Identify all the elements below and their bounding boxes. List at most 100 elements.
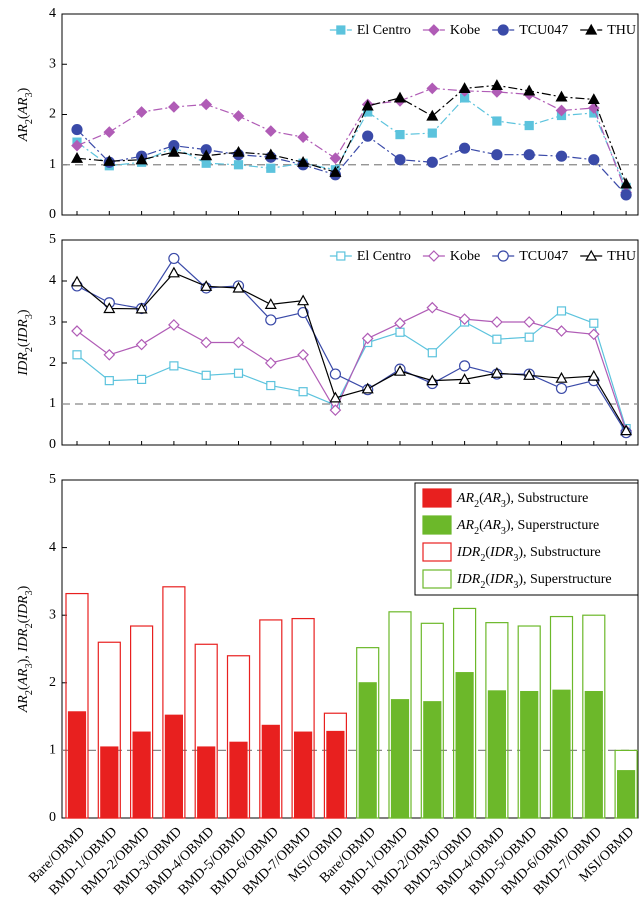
- marker: [266, 380, 276, 391]
- legend-box: [414, 482, 639, 596]
- marker: [232, 281, 245, 293]
- marker: [297, 348, 309, 361]
- series-line: [76, 272, 627, 431]
- marker: [232, 110, 245, 122]
- bar: [487, 690, 506, 819]
- marker: [491, 316, 503, 328]
- series-line: [76, 84, 627, 185]
- marker: [71, 139, 83, 152]
- y-tick-label: 0: [49, 437, 56, 452]
- legend: El Centro Kobe TCU047 THU: [329, 249, 636, 264]
- legend: El Centro Kobe TCU047 THU: [329, 23, 636, 38]
- y-tick-label: 4: [49, 540, 56, 555]
- plot-frame: [61, 239, 639, 446]
- marker: [491, 149, 503, 161]
- marker: [329, 404, 342, 416]
- marker: [168, 252, 180, 265]
- marker: [72, 350, 82, 360]
- marker: [394, 317, 406, 330]
- marker: [103, 348, 116, 361]
- plot-frame: [61, 479, 639, 819]
- marker: [555, 150, 568, 162]
- marker: [264, 298, 277, 309]
- marker: [426, 374, 439, 386]
- bar: [616, 770, 636, 819]
- marker: [492, 334, 502, 344]
- bar: [455, 672, 474, 819]
- marker: [523, 84, 536, 96]
- legend-label: Kobe: [450, 249, 480, 264]
- marker: [556, 306, 567, 316]
- marker: [458, 313, 471, 325]
- legend-label: TCU047: [519, 249, 568, 264]
- marker: [137, 374, 147, 384]
- marker: [167, 145, 180, 157]
- y-tick-label: 1: [49, 743, 56, 758]
- marker: [459, 360, 471, 372]
- y-tick-label: 5: [49, 232, 56, 247]
- marker: [588, 154, 600, 166]
- bar: [326, 730, 345, 819]
- marker: [524, 120, 534, 131]
- marker: [169, 361, 179, 371]
- marker: [587, 369, 600, 381]
- y-tick-label: 3: [49, 607, 56, 622]
- y-tick-label: 3: [49, 56, 56, 71]
- marker: [524, 332, 534, 342]
- marker: [587, 102, 600, 114]
- marker: [232, 145, 245, 157]
- marker: [361, 99, 374, 111]
- bar: [358, 682, 377, 819]
- marker: [264, 148, 277, 160]
- marker: [555, 371, 568, 383]
- bar: [390, 699, 410, 819]
- legend-label: AR2(AR3), Substructure: [456, 491, 588, 510]
- bar: [261, 724, 280, 819]
- marker: [297, 294, 310, 306]
- marker: [490, 79, 503, 90]
- marker: [589, 318, 599, 328]
- marker: [329, 166, 342, 177]
- legend-marker: [497, 250, 509, 262]
- marker: [135, 302, 148, 314]
- marker: [200, 280, 213, 291]
- marker: [361, 382, 374, 394]
- series-line: [76, 310, 627, 429]
- marker: [297, 156, 310, 167]
- marker: [523, 316, 536, 328]
- marker: [167, 266, 180, 278]
- legend-swatch: [422, 569, 452, 589]
- marker: [587, 93, 600, 105]
- marker: [329, 391, 342, 403]
- marker: [200, 336, 213, 349]
- marker: [266, 163, 276, 173]
- legend-swatch: [422, 542, 452, 562]
- bar: [423, 701, 442, 819]
- legend-swatch: [422, 488, 452, 508]
- y-tick-label: 0: [49, 207, 56, 222]
- marker: [458, 373, 471, 384]
- marker: [458, 82, 471, 93]
- marker: [620, 177, 633, 189]
- marker: [103, 126, 116, 138]
- legend-swatch: [422, 515, 452, 535]
- marker: [135, 106, 148, 118]
- marker: [135, 338, 148, 351]
- marker: [362, 130, 374, 142]
- y-tick-label: 2: [49, 355, 56, 370]
- y-axis-label: AR2(AR3): [16, 87, 35, 142]
- y-axis-label: AR2(AR3), IDR2(IDR3): [16, 585, 35, 713]
- series-line: [76, 307, 627, 431]
- marker: [426, 301, 439, 314]
- marker: [201, 158, 211, 168]
- marker: [104, 376, 114, 386]
- marker: [620, 189, 632, 201]
- legend-label: El Centro: [357, 23, 411, 38]
- marker: [492, 116, 502, 126]
- marker: [264, 357, 277, 369]
- y-tick-label: 3: [49, 314, 56, 329]
- marker: [168, 101, 180, 113]
- y-axis-label: IDR2(IDR3): [16, 309, 35, 376]
- y-tick-label: 5: [49, 472, 56, 487]
